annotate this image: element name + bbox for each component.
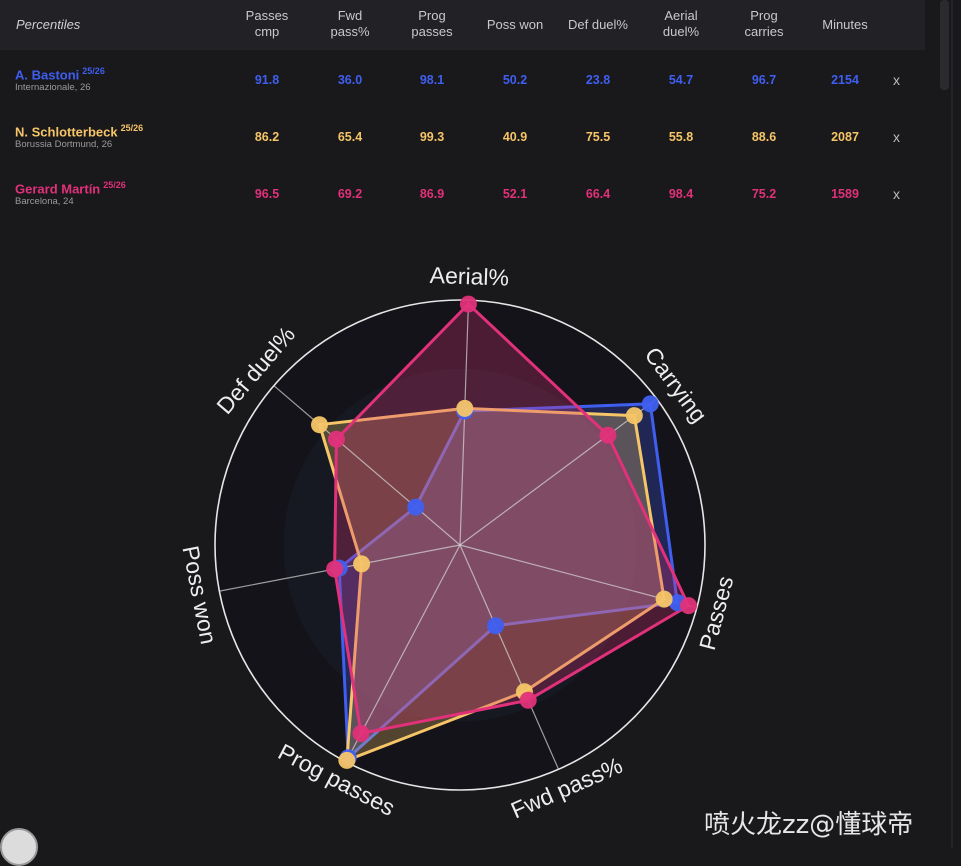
percentile-value: 54.7 <box>668 73 694 87</box>
header-percentiles: Percentiles <box>16 17 81 32</box>
radar-outer-ring <box>214 299 706 791</box>
series-polygon <box>333 302 691 735</box>
series-point <box>456 399 474 417</box>
column-header-line2: cmp <box>254 24 280 39</box>
radar-spoke <box>459 544 560 770</box>
player-season: 25/26 <box>120 123 144 133</box>
player-name: N. Schlotterbeck 25/26 <box>15 123 143 139</box>
column-header-line2: carries <box>744 24 784 39</box>
column-header[interactable]: Prog carries <box>724 8 804 40</box>
series-point <box>680 597 698 615</box>
percentile-value: 75.2 <box>751 187 777 201</box>
series-polygon <box>337 402 679 760</box>
column-header-line2: passes <box>411 24 453 39</box>
column-header-line1: Prog <box>418 8 446 23</box>
axis-label: Aerial% <box>429 262 509 291</box>
percentile-value: 96.7 <box>751 73 777 87</box>
player-club: Borussia Dortmund, 26 <box>15 139 113 150</box>
series-point <box>459 295 477 313</box>
column-header-line1: Def duel% <box>568 17 628 32</box>
player-season: 25/26 <box>103 180 126 190</box>
player-name-text: N. Schlotterbeck <box>15 124 118 140</box>
percentile-value: 50.2 <box>502 73 528 87</box>
percentile-value: 86.9 <box>419 187 445 201</box>
percentile-value: 52.1 <box>502 187 528 201</box>
series-point <box>655 590 673 608</box>
column-header[interactable]: Prog passes <box>392 8 472 40</box>
percentile-value: 55.8 <box>668 130 694 144</box>
player-row[interactable]: Gerard Martín 25/26 Barcelona, 24 96.5 69.2 8… <box>0 172 925 228</box>
scrollbar[interactable] <box>940 0 949 90</box>
player-club: Internazionale, 26 <box>15 82 91 93</box>
series-point <box>353 555 371 573</box>
column-header-line1: Poss won <box>486 17 544 32</box>
series-point <box>599 426 617 444</box>
percentile-value: 36.0 <box>337 73 363 87</box>
series-point <box>310 416 328 434</box>
remove-player-button[interactable]: x <box>893 129 900 145</box>
column-header[interactable]: Fwd pass% <box>310 8 390 40</box>
column-header-line2: pass% <box>330 24 370 39</box>
player-row[interactable]: A. Bastoni 25/26 Internazionale, 26 91.8 36.… <box>0 58 925 114</box>
player-name: Gerard Martín 25/26 <box>15 180 126 196</box>
column-header[interactable]: Minutes <box>805 17 885 33</box>
series-point <box>327 430 345 448</box>
series-point <box>486 617 504 635</box>
percentile-value: 75.5 <box>585 130 611 144</box>
column-header-line1: Minutes <box>822 17 868 32</box>
percentile-value: 23.8 <box>585 73 611 87</box>
percentile-value: 2154 <box>831 73 859 87</box>
column-header[interactable]: Aerial duel% <box>641 8 721 40</box>
series-point <box>407 498 425 516</box>
percentile-value: 69.2 <box>337 187 363 201</box>
percentile-value: 66.4 <box>585 187 611 201</box>
series-point <box>519 691 537 709</box>
remove-player-button[interactable]: x <box>893 186 900 202</box>
percentile-value: 2087 <box>831 130 859 144</box>
player-season: 25/26 <box>82 66 105 76</box>
column-header-line1: Passes <box>245 8 289 23</box>
percentile-value: 99.3 <box>419 130 445 144</box>
radar-spoke <box>459 300 470 546</box>
table-header: Percentiles Passes cmp Fwd pass% Prog passes P… <box>0 0 925 50</box>
column-header[interactable]: Passes cmp <box>227 8 307 40</box>
series-point <box>338 751 356 769</box>
player-name-text: Gerard Martín <box>15 181 101 197</box>
player-name-text: A. Bastoni <box>15 67 80 83</box>
column-header[interactable]: Poss won <box>475 17 555 33</box>
radar-spoke <box>345 544 461 763</box>
percentile-value: 91.8 <box>254 73 280 87</box>
column-header-line2: duel% <box>662 24 700 39</box>
column-header-line1: Prog <box>750 8 778 23</box>
column-header-line1: Aerial <box>664 8 698 23</box>
series-point <box>326 560 344 578</box>
percentile-value: 40.9 <box>502 130 528 144</box>
player-row[interactable]: N. Schlotterbeck 25/26 Borussia Dortmund, … <box>0 115 925 171</box>
percentile-value: 98.4 <box>668 187 694 201</box>
series-point <box>352 724 370 742</box>
series-point <box>641 395 659 413</box>
logo-icon <box>0 828 38 866</box>
player-name: A. Bastoni 25/26 <box>15 66 105 82</box>
remove-player-button[interactable]: x <box>893 72 900 88</box>
percentile-value: 88.6 <box>751 130 777 144</box>
percentile-value: 65.4 <box>337 130 363 144</box>
watermark: 喷火龙zz@懂球帝 <box>704 810 914 840</box>
series-point <box>625 407 643 425</box>
percentile-value: 86.2 <box>254 130 280 144</box>
series-polygon <box>317 406 666 762</box>
radar-spoke <box>273 385 461 546</box>
percentile-value: 98.1 <box>419 73 445 87</box>
column-header-line1: Fwd <box>337 8 363 23</box>
radar-spoke <box>459 398 658 546</box>
percentile-value: 1589 <box>831 187 859 201</box>
player-club: Barcelona, 24 <box>15 196 74 207</box>
percentile-value: 96.5 <box>254 187 280 201</box>
panel-edge <box>951 0 953 848</box>
column-header[interactable]: Def duel% <box>558 17 638 33</box>
